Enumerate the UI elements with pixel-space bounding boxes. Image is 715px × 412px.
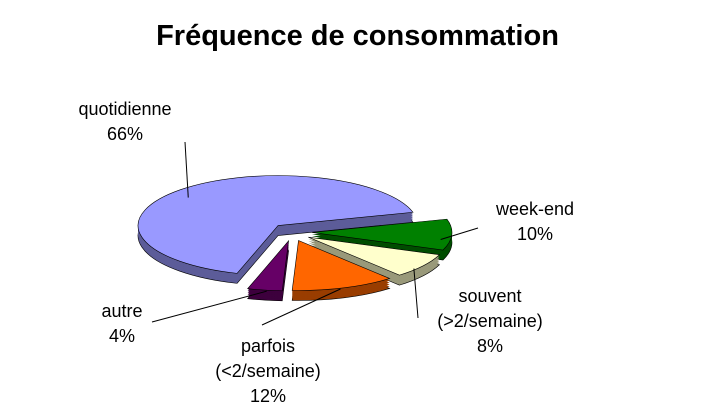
value-label: 10% <box>516 224 554 244</box>
value-label: 4% <box>108 326 135 346</box>
category-label: parfois (<2/semaine) <box>215 336 321 381</box>
category-label: quotidienne <box>78 99 172 119</box>
slice <box>247 239 290 292</box>
leader-line <box>440 227 479 240</box>
data-label: quotidienne 66% <box>50 97 200 147</box>
leader-line <box>151 290 267 323</box>
value-label: 8% <box>476 336 503 356</box>
category-label: souvent (>2/semaine) <box>437 286 543 331</box>
data-label: autre 4% <box>47 299 197 349</box>
chart-title: Fréquence de consommation <box>156 20 559 52</box>
category-label: autre <box>101 301 143 321</box>
slice <box>311 218 453 251</box>
value-label: 12% <box>249 386 287 406</box>
leader-line <box>261 288 341 326</box>
leader-line <box>184 141 189 198</box>
data-label: week-end 10% <box>460 197 610 247</box>
slice <box>308 236 441 276</box>
data-label: souvent (>2/semaine) 8% <box>415 284 565 359</box>
leader-line <box>413 268 419 319</box>
slice <box>291 240 391 291</box>
data-label: parfois (<2/semaine) 12% <box>193 334 343 409</box>
slice <box>137 175 414 274</box>
value-label: 66% <box>106 124 144 144</box>
category-label: week-end <box>495 199 575 219</box>
